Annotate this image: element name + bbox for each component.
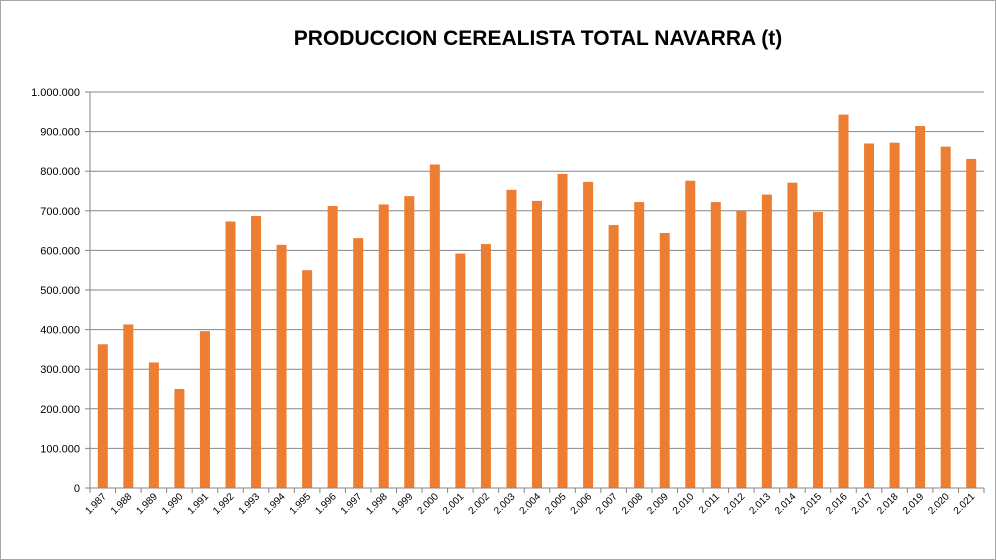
x-tick-label: 2.001 [441, 491, 467, 517]
bar-1.997 [353, 238, 364, 488]
x-tick-label: 2.016 [824, 491, 850, 517]
y-axis-ticks: 0 100.000 200.000 300.000 400.000 500.000 600.… [31, 87, 80, 495]
bar-1.992 [225, 221, 236, 488]
y-tick-label: 700.000 [40, 206, 80, 218]
bar-2.008 [634, 202, 645, 488]
bar-2.012 [736, 210, 747, 489]
bar-2.000 [429, 164, 440, 488]
bar-2.009 [659, 232, 670, 488]
x-tick-label: 2.004 [518, 491, 544, 517]
y-tick-label: 100.000 [40, 443, 80, 455]
x-tick-label: 1.992 [211, 491, 237, 517]
x-tick-label: 2.005 [543, 491, 569, 517]
bar-2.011 [710, 202, 721, 488]
y-tick-label: 300.000 [40, 364, 80, 376]
y-tick-label: 0 [74, 483, 80, 495]
x-tick-label: 2.009 [645, 491, 671, 517]
x-tick-label: 2.000 [415, 491, 441, 517]
bar-2.006 [583, 181, 594, 488]
bar-2.007 [608, 225, 619, 488]
bar-1.987 [97, 344, 108, 488]
bar-2.005 [557, 173, 568, 489]
x-tick-label: 2.014 [773, 491, 799, 517]
chart-title: PRODUCCION CEREALISTA TOTAL NAVARRA (t) [293, 27, 783, 50]
x-tick-label: 2.021 [952, 491, 978, 517]
y-tick-label: 600.000 [40, 245, 80, 257]
x-tick-label: 2.008 [620, 491, 646, 517]
x-tick-label: 2.002 [467, 491, 493, 517]
y-tick-label: 900.000 [40, 127, 80, 139]
x-tick-label: 2.010 [671, 491, 697, 517]
bar-2.020 [940, 146, 951, 488]
bar-2.017 [864, 143, 875, 489]
bar-2.019 [915, 126, 926, 488]
y-tick-label: 500.000 [40, 285, 80, 297]
bar-1.996 [327, 206, 338, 488]
x-tick-label: 1.996 [313, 491, 339, 517]
y-tick-label: 1.000.000 [31, 87, 80, 99]
bar-1.994 [276, 244, 287, 488]
x-tick-label: 2.017 [850, 491, 876, 517]
x-tick-label: 1.987 [83, 491, 109, 517]
y-tick-label: 800.000 [40, 166, 80, 178]
bar-1.995 [302, 270, 313, 488]
bar-2.018 [889, 142, 900, 489]
x-tick-label: 2.003 [492, 491, 518, 517]
x-tick-label: 2.019 [901, 491, 927, 517]
x-axis-ticks: 1.987 1.988 1.989 1.990 1.991 1.992 1.993 1.994… [83, 491, 977, 517]
bar-2.002 [480, 244, 491, 488]
bar-2.016 [838, 114, 849, 489]
bar-1.988 [123, 324, 134, 488]
x-tick-label: 1.998 [364, 491, 390, 517]
bar-1.991 [199, 331, 210, 488]
x-tick-label: 1.993 [237, 491, 263, 517]
bar-2.001 [455, 253, 466, 488]
y-tick-label: 400.000 [40, 325, 80, 337]
x-tick-label: 2.013 [748, 491, 774, 517]
bar-1.999 [404, 196, 415, 488]
x-tick-label: 2.018 [875, 491, 901, 517]
bars [97, 114, 977, 489]
x-tick-label: 2.015 [799, 491, 825, 517]
x-tick-label: 2.006 [569, 491, 595, 517]
x-tick-label: 1.990 [160, 491, 186, 517]
y-tick-label: 200.000 [40, 404, 80, 416]
x-tick-label: 2.011 [697, 491, 722, 516]
bar-2.015 [812, 211, 823, 488]
x-tick-label: 1.989 [135, 491, 161, 517]
bar-2.014 [787, 182, 798, 488]
x-tick-label: 2.020 [926, 491, 952, 517]
bar-2.003 [506, 189, 517, 488]
bar-2.013 [761, 194, 772, 488]
bar-2.010 [685, 180, 696, 489]
bar-1.990 [174, 389, 185, 488]
x-tick-label: 1.997 [339, 491, 365, 517]
x-tick-label: 1.999 [390, 491, 416, 517]
bar-1.993 [251, 215, 262, 488]
x-tick-label: 1.995 [288, 491, 314, 517]
axes [89, 92, 985, 493]
x-tick-label: 2.012 [722, 491, 748, 517]
x-tick-label: 1.991 [186, 491, 212, 517]
x-tick-label: 1.988 [109, 491, 135, 517]
x-tick-label: 1.994 [262, 491, 288, 517]
bar-1.998 [378, 204, 389, 489]
bar-2.004 [532, 200, 542, 488]
bar-1.989 [148, 362, 159, 488]
x-tick-label: 2.007 [594, 491, 620, 517]
bar-2.021 [966, 158, 977, 488]
